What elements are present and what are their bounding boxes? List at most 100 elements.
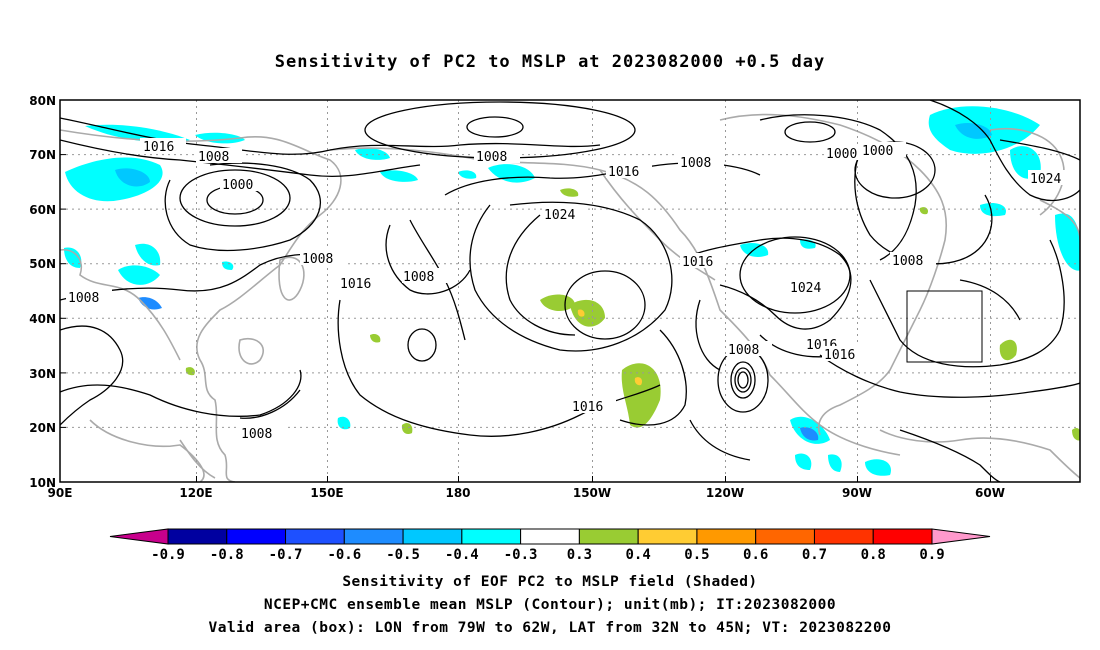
shade-patch: [138, 297, 162, 310]
colorbar-label: 0.6: [743, 547, 768, 563]
lon-label: 180: [445, 486, 470, 500]
lon-label: 90W: [842, 486, 872, 500]
colorbar-segment: [343, 528, 404, 545]
colorbar-segment: [167, 528, 228, 545]
shade-patch: [65, 157, 163, 202]
contour-line: [899, 429, 1001, 482]
coastline: [89, 419, 205, 482]
contour-label: 1008: [198, 150, 229, 165]
shade-patch: [222, 261, 234, 270]
contour-label: 1024: [1030, 172, 1061, 187]
lon-label: 150W: [573, 486, 611, 500]
colorbar-label: 0.7: [802, 547, 827, 563]
colorbar-label: -0.7: [269, 547, 303, 563]
contour-label: 1016: [682, 255, 713, 270]
lat-label: 50N: [29, 257, 56, 271]
lat-label: 40N: [29, 312, 56, 326]
colorbar-segment: [637, 528, 698, 545]
contour-line: [737, 371, 749, 389]
coastline: [238, 338, 264, 365]
contour-label: 1024: [790, 281, 821, 296]
lon-label: 120W: [706, 486, 744, 500]
contour-line: [466, 116, 524, 138]
contour-line: [959, 279, 1021, 321]
shade-patch: [488, 164, 535, 183]
shade-patch: [115, 168, 150, 187]
sensitivity-shading: [64, 106, 1080, 476]
contour-label: 1008: [403, 270, 434, 285]
contour-line: [929, 100, 1080, 202]
colorbar-segment: [285, 528, 345, 545]
contour-line: [784, 121, 836, 143]
contour-line: [60, 369, 302, 417]
colorbar-segment: [578, 528, 639, 545]
contour-label: 1008: [680, 156, 711, 171]
contour-label: 1016: [608, 165, 639, 180]
shade-patch: [980, 203, 1006, 217]
colorbar-segment: [872, 528, 933, 545]
contour-label: 1016: [143, 140, 174, 155]
shade-patch: [135, 243, 161, 266]
colorbar-label: 0.4: [626, 547, 651, 563]
lon-label: 90E: [48, 486, 73, 500]
coastline: [179, 439, 216, 479]
contour-label: 1008: [68, 291, 99, 306]
caption-contour: NCEP+CMC ensemble mean MSLP (Contour); u…: [263, 597, 837, 613]
lat-label: 30N: [29, 367, 56, 381]
contour-label: 1008: [241, 427, 272, 442]
colorbar-label: 0.9: [919, 547, 944, 563]
lon-label: 150E: [310, 486, 343, 500]
contour-label: 1000: [862, 144, 893, 159]
colorbar-label: -0.8: [210, 547, 244, 563]
contour-line: [730, 361, 756, 399]
shade-patch: [370, 333, 381, 343]
lon-label: 60W: [975, 486, 1005, 500]
shade-patch: [800, 427, 819, 441]
contour-line: [385, 224, 471, 295]
caption-shading: Sensitivity of EOF PC2 to MSLP field (Sh…: [342, 574, 758, 590]
shade-patch: [355, 147, 390, 160]
lat-label: 70N: [29, 148, 56, 162]
colorbar-label: 0.3: [567, 547, 592, 563]
colorbar-segment: [755, 528, 815, 545]
contour-label: 1008: [728, 343, 759, 358]
colorbar-end-low: [109, 528, 169, 545]
colorbar-segment: [813, 528, 874, 545]
contour-line: [679, 237, 852, 330]
shade-patch: [828, 454, 842, 472]
lat-labels: 80N 70N 60N 50N 40N 30N 20N 10N: [29, 94, 56, 490]
coastline: [719, 113, 948, 436]
contour-label: 1008: [476, 150, 507, 165]
contour-line: [164, 162, 321, 252]
contour-line: [689, 419, 751, 461]
shade-patch: [1055, 213, 1080, 271]
colorbar-segment: [520, 528, 580, 545]
shade-patch: [401, 422, 413, 435]
colorbar-segment: [226, 528, 287, 545]
lon-labels: 90E 120E 150E 180 150W 120W 90W 60W: [48, 486, 1005, 500]
contour-label: 1008: [892, 254, 923, 269]
colorbar-segment: [461, 528, 522, 545]
shade-patch: [955, 123, 992, 139]
colorbar-label: -0.9: [151, 547, 185, 563]
contour-line: [407, 328, 437, 362]
shade-patch: [1072, 428, 1080, 441]
contour-line: [619, 329, 687, 426]
shade-patch: [577, 309, 585, 317]
lat-label: 60N: [29, 203, 56, 217]
contour-line: [505, 214, 576, 336]
lon-label: 120E: [179, 486, 212, 500]
shade-patch: [999, 339, 1017, 361]
contour-label: 1000: [222, 178, 253, 193]
shade-patch: [621, 363, 661, 428]
caption-valid-area: Valid area (box): LON from 79W to 62W, L…: [208, 620, 892, 636]
lat-label: 10N: [29, 476, 56, 490]
contour-line: [469, 201, 673, 352]
shade-patch: [795, 453, 812, 470]
colorbar-label: 0.5: [684, 547, 709, 563]
contour-label: 1016: [572, 400, 603, 415]
coastline: [60, 129, 342, 482]
contour-label: 1016: [340, 277, 371, 292]
contour-line: [999, 139, 1080, 161]
